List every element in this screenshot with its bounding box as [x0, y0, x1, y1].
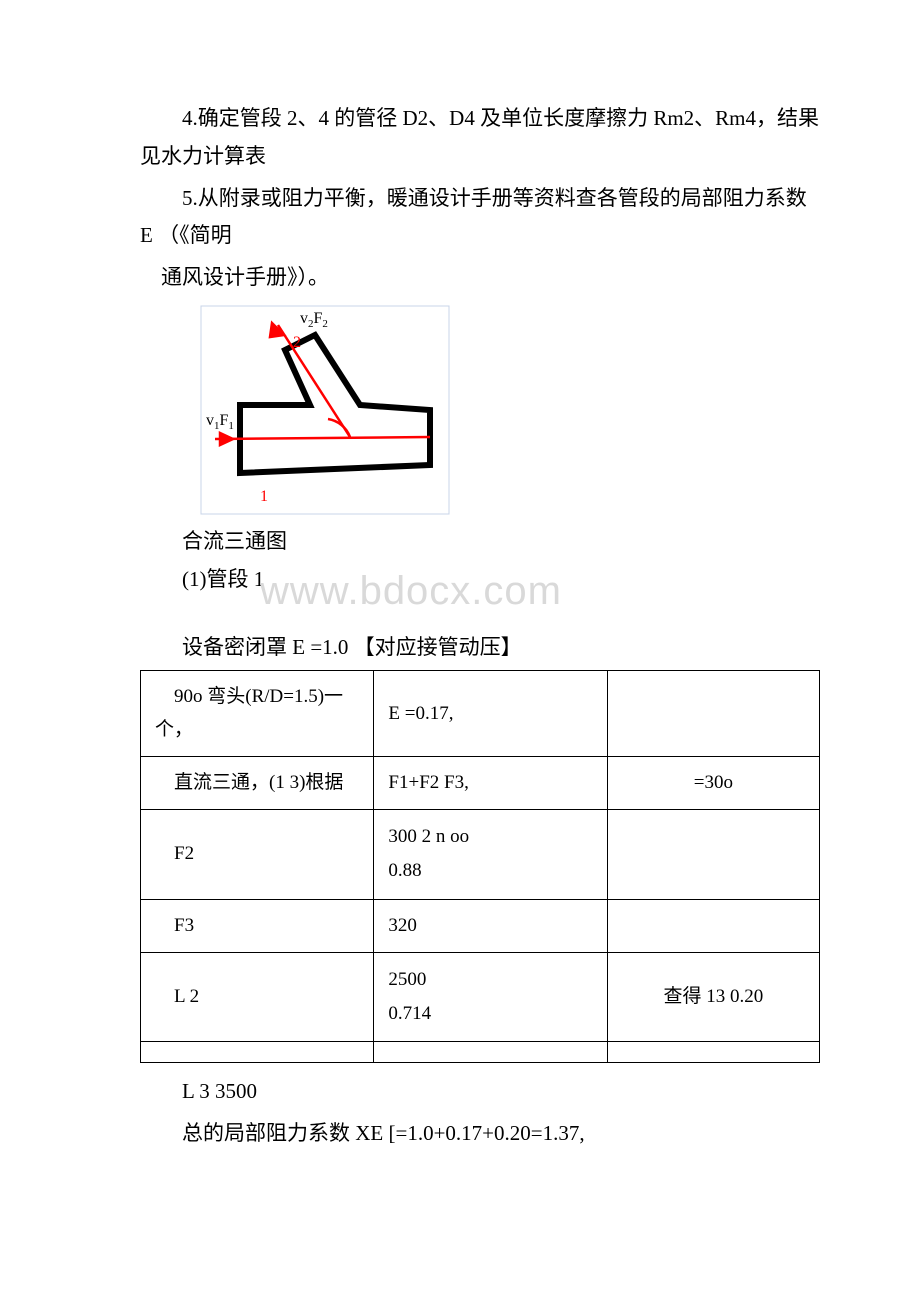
cell-r3c2-line1: 300 2 n oo	[388, 820, 592, 854]
cell-r6c3	[607, 1042, 819, 1063]
cell-r5c2-line1: 2500	[388, 963, 592, 997]
cell-r3c2: 300 2 n oo 0.88	[374, 810, 607, 899]
equipment-line: 设备密闭罩 E =1.0 【对应接管动压】	[140, 629, 820, 667]
cell-r4c2: 320	[374, 899, 607, 952]
paragraph-5-line1: 5.从附录或阻力平衡，暖通设计手册等资料查各管段的局部阻力系数 E （《简明	[140, 180, 820, 256]
table-row: 90o 弯头(R/D=1.5)一个， E =0.17,	[141, 671, 820, 757]
cell-r5c1: L 2	[141, 952, 374, 1041]
cell-r1c2: E =0.17,	[374, 671, 607, 757]
duct-outline	[240, 335, 430, 473]
paragraph-4: 4.确定管段 2、4 的管径 D2、D4 及单位长度摩擦力 Rm2、Rm4，结果…	[140, 100, 820, 176]
table-row	[141, 1042, 820, 1063]
cell-r5c2: 2500 0.714	[374, 952, 607, 1041]
svg-text:v2F2: v2F2	[300, 310, 328, 330]
cell-r2c3: =30o	[607, 756, 819, 809]
table-row: F2 300 2 n oo 0.88	[141, 810, 820, 899]
cell-r4c3	[607, 899, 819, 952]
paragraph-5-line2: 通风设计手册》）。	[140, 259, 820, 297]
svg-text:1: 1	[260, 488, 268, 505]
sub-item-1-label: (1)管段 1	[182, 567, 264, 591]
cell-r5c3: 查得 13 0.20	[607, 952, 819, 1041]
cell-r3c1: F2	[141, 810, 374, 899]
table-row: L 2 2500 0.714 查得 13 0.20	[141, 952, 820, 1041]
cell-r6c1	[141, 1042, 374, 1063]
table-row: F3 320	[141, 899, 820, 952]
svg-text:v1F1: v1F1	[206, 412, 234, 432]
cell-r2c2: F1+F2 F3,	[374, 756, 607, 809]
spacer	[140, 603, 820, 629]
cell-r2c1: 直流三通，(1 3)根据	[141, 756, 374, 809]
table-row: 直流三通，(1 3)根据 F1+F2 F3, =30o	[141, 756, 820, 809]
cell-r3c2-line2: 0.88	[388, 854, 592, 888]
cell-r5c2-line2: 0.714	[388, 997, 592, 1031]
resistance-table: 90o 弯头(R/D=1.5)一个， E =0.17, 直流三通，(1 3)根据…	[140, 670, 820, 1063]
diagram-caption: 合流三通图	[140, 523, 820, 561]
cell-r1c3	[607, 671, 819, 757]
cell-r3c3	[607, 810, 819, 899]
after-line-l3: L 3 3500	[140, 1073, 820, 1111]
tee-junction-diagram: v2F2 2 v1F1 1	[200, 305, 820, 515]
svg-text:2: 2	[293, 334, 301, 351]
cell-r6c2	[374, 1042, 607, 1063]
sub-item-1: (1)管段 1	[140, 561, 820, 599]
cell-r4c1: F3	[141, 899, 374, 952]
after-line-sum: 总的局部阻力系数 XE [=1.0+0.17+0.20=1.37,	[140, 1115, 820, 1153]
cell-r1c1: 90o 弯头(R/D=1.5)一个，	[141, 671, 374, 757]
